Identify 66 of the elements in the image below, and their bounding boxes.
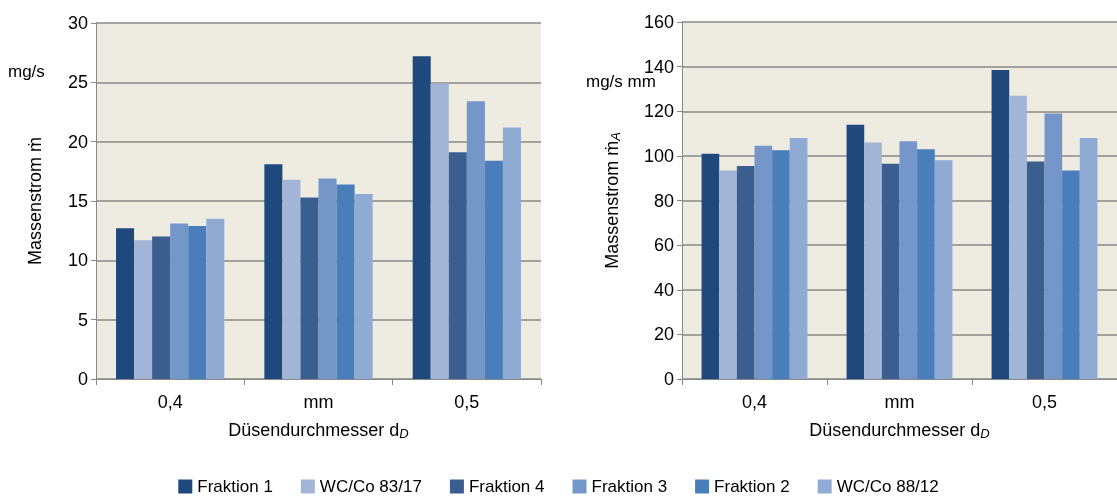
bar	[354, 193, 373, 379]
legend-label: Fraktion 1	[197, 477, 273, 496]
x-tick-label: 0,5	[1031, 392, 1058, 412]
bar	[991, 69, 1010, 379]
y-axis-title: Massenstrom ṁ	[25, 136, 45, 266]
y-tick-label: 100	[643, 145, 674, 166]
y-tick-label: 60	[653, 235, 674, 256]
bar	[1026, 161, 1045, 379]
bar	[116, 228, 135, 379]
legend-label: WC/Co 83/17	[319, 477, 422, 496]
bar	[772, 150, 790, 379]
y-tick-label: 5	[77, 309, 88, 330]
bar	[846, 124, 865, 379]
bar	[1079, 138, 1098, 379]
bar	[206, 218, 225, 379]
bar	[754, 145, 773, 379]
y-tick-label: 30	[67, 13, 88, 33]
bar	[152, 236, 171, 379]
y-tick-label: 15	[67, 191, 88, 211]
bar	[934, 160, 953, 379]
y-tick-label: 40	[653, 279, 674, 300]
bar	[899, 141, 918, 379]
text: mg/s	[8, 62, 45, 82]
bar	[134, 240, 153, 379]
y-tick-label: 120	[643, 101, 674, 122]
bar	[719, 170, 737, 379]
bar	[1062, 170, 1080, 379]
bar	[917, 149, 935, 379]
y-tick-label: 20	[653, 324, 674, 345]
legend-label: WC/Co 88/12	[836, 477, 939, 496]
bar	[412, 56, 431, 379]
bar	[864, 142, 882, 379]
bar	[170, 223, 189, 379]
legend-label: Fraktion 4	[468, 477, 545, 496]
x-tick-label: mm	[884, 392, 915, 412]
y-axis-title: Massenstrom ṁA	[601, 132, 623, 269]
bar	[484, 160, 503, 379]
y-tick-label: 10	[67, 250, 88, 271]
y-tick-label: 0	[663, 369, 674, 389]
x-tick-label: 0,4	[157, 392, 183, 412]
bar	[502, 127, 521, 379]
x-tick-label: 0,5	[454, 392, 480, 412]
bar	[300, 197, 319, 379]
bar	[466, 101, 485, 379]
legend-label: Fraktion 3	[591, 477, 668, 496]
y-tick-label: 25	[67, 72, 88, 93]
bar	[336, 184, 355, 379]
y-tick-label: 160	[643, 12, 674, 32]
bar	[188, 225, 207, 379]
bar	[264, 164, 283, 379]
legend-label: Fraktion 2	[714, 477, 790, 496]
bar	[881, 163, 900, 379]
bar	[448, 152, 467, 379]
bar	[789, 138, 808, 379]
y-tick-label: 80	[653, 190, 674, 211]
bar	[1009, 95, 1027, 379]
y-tick-label: 20	[67, 131, 88, 152]
bar	[701, 153, 720, 379]
y-tick-label: 0	[77, 369, 88, 389]
bar	[430, 83, 449, 379]
bar	[1044, 113, 1063, 379]
bar	[282, 179, 301, 379]
x-tick-label: mm	[303, 392, 334, 412]
bar	[736, 165, 755, 379]
x-tick-label: 0,4	[741, 392, 768, 412]
bar	[318, 178, 337, 379]
